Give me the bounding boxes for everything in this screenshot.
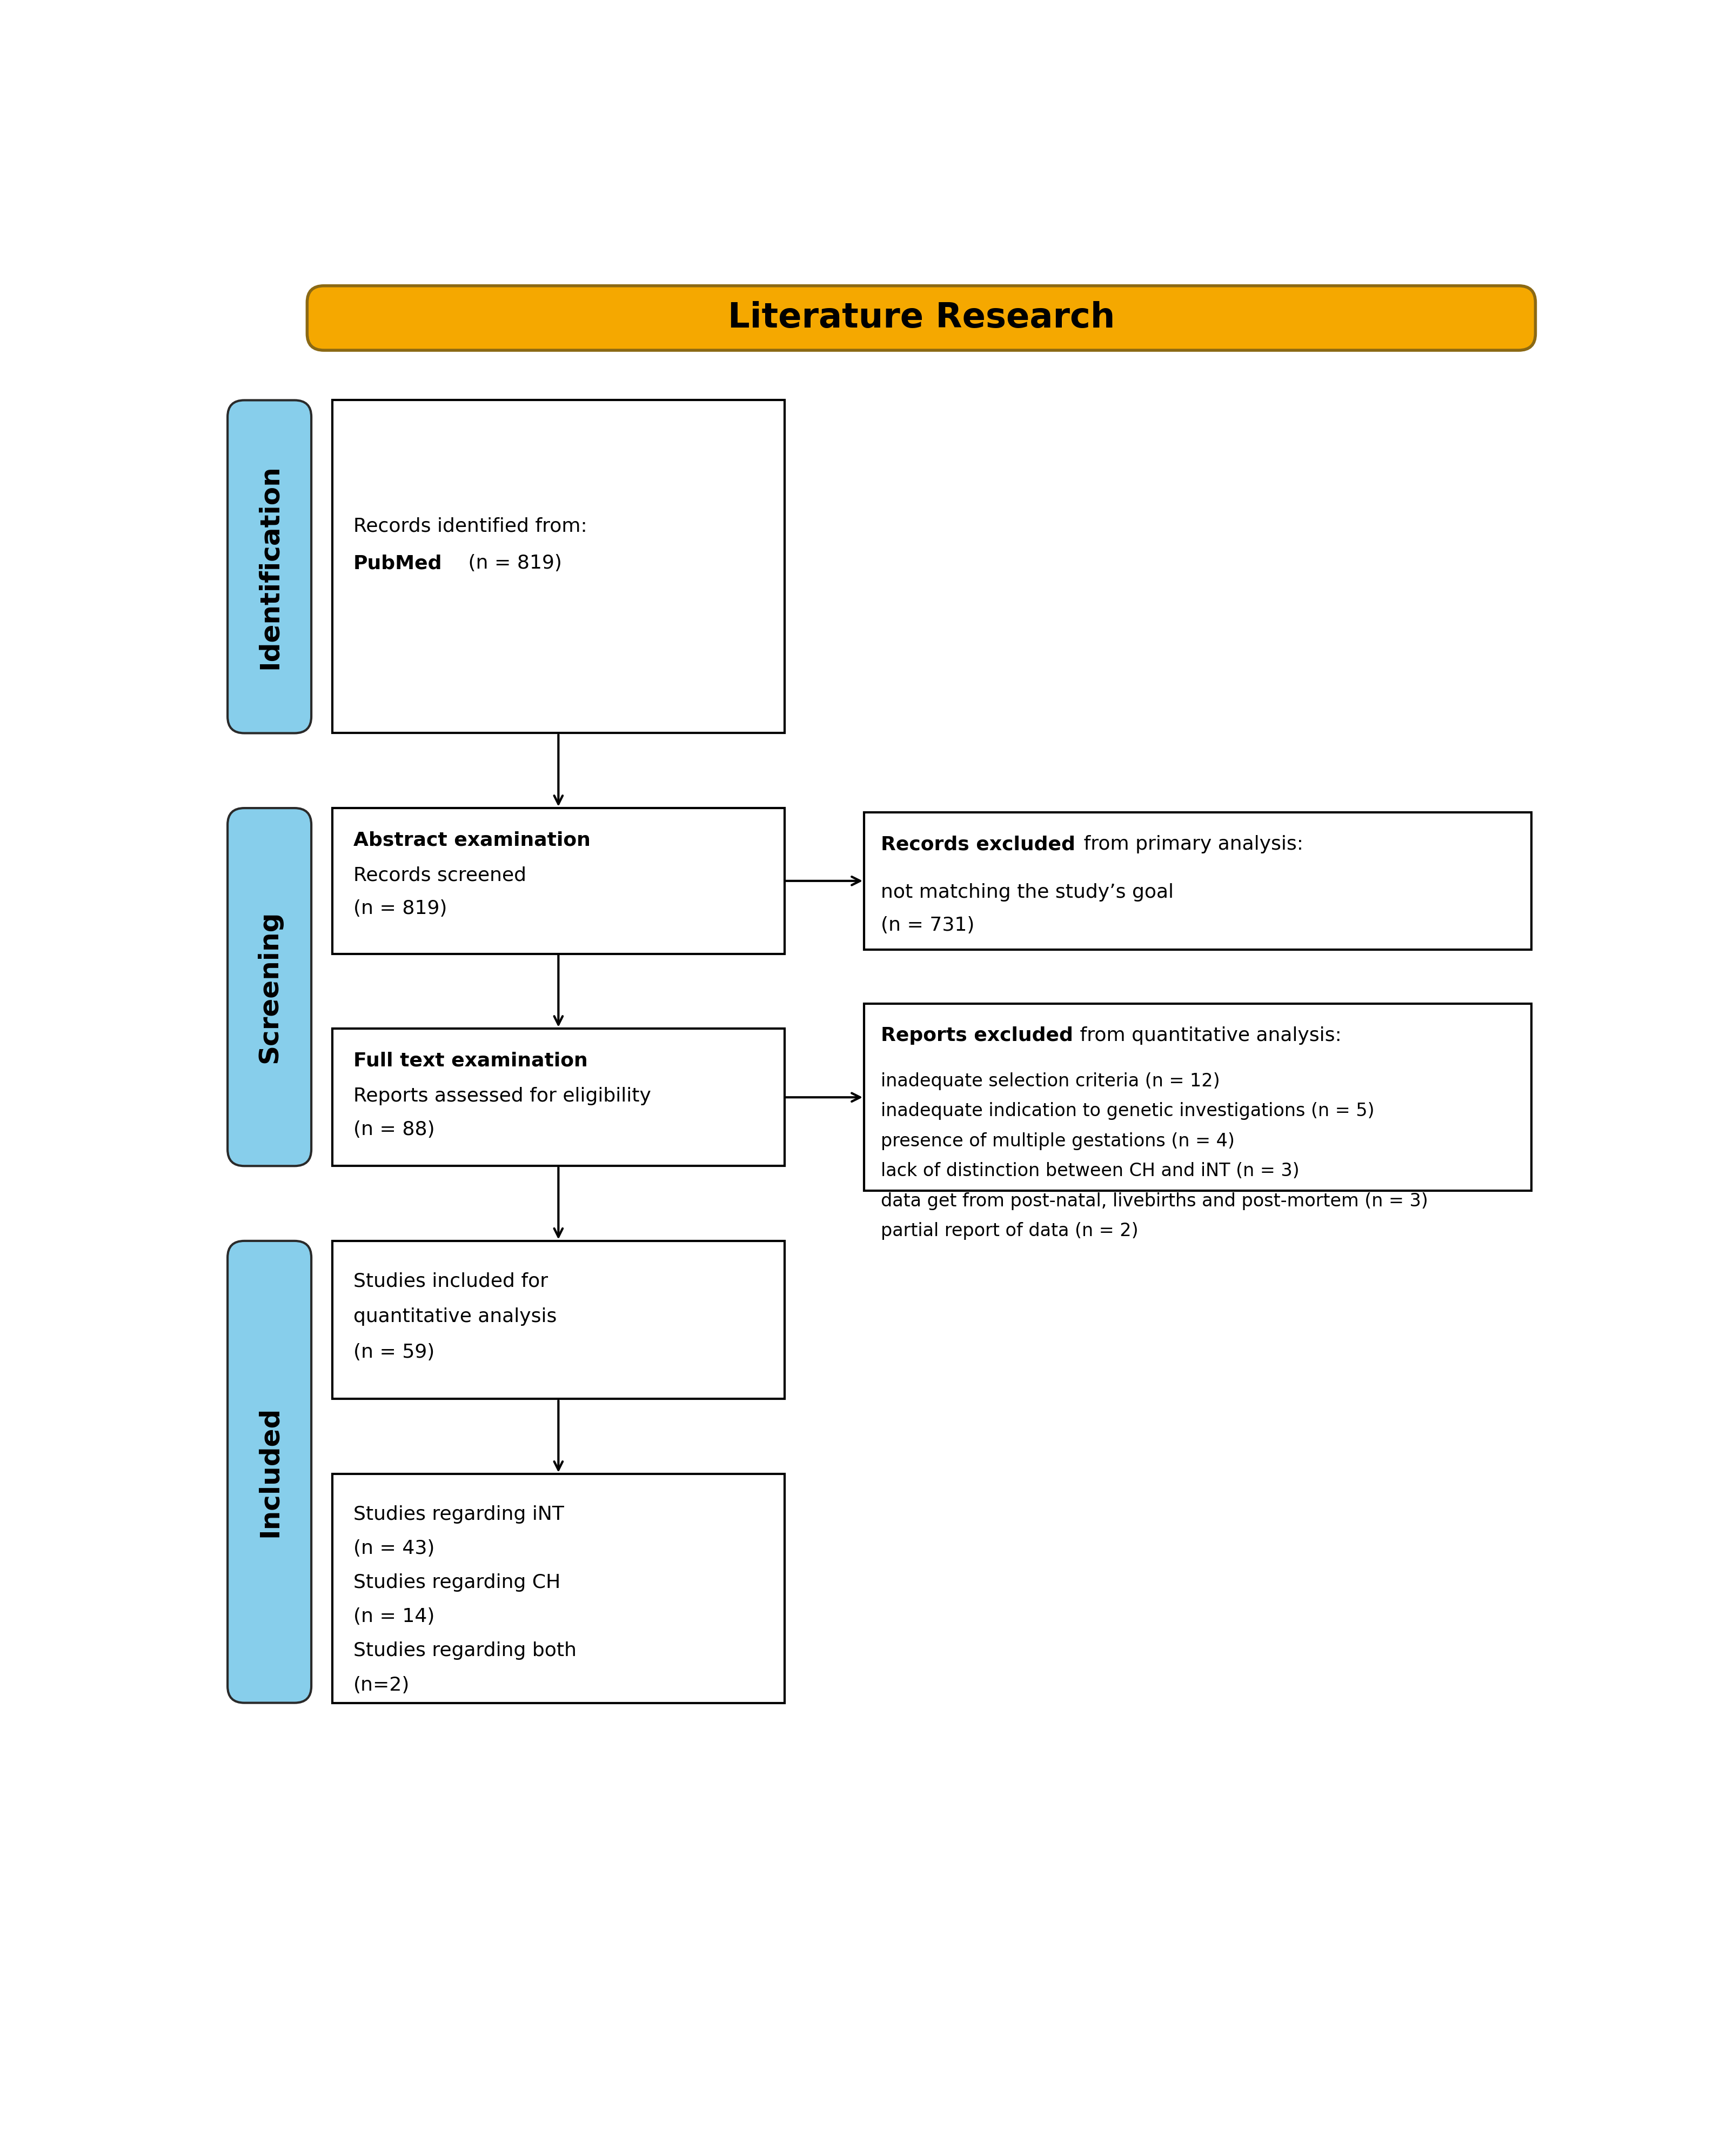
Text: Literature Research: Literature Research bbox=[728, 302, 1115, 334]
Text: lack of distinction between CH and iNT (n = 3): lack of distinction between CH and iNT (… bbox=[881, 1162, 1299, 1179]
Text: Identification: Identification bbox=[256, 464, 282, 668]
Text: not matching the study’s goal: not matching the study’s goal bbox=[881, 884, 1173, 901]
Bar bbox=[332, 1242, 784, 1399]
Text: partial report of data (n = 2): partial report of data (n = 2) bbox=[881, 1222, 1139, 1240]
Text: Records excluded: Records excluded bbox=[881, 834, 1075, 854]
FancyBboxPatch shape bbox=[308, 287, 1536, 349]
Text: Studies regarding both: Studies regarding both bbox=[353, 1641, 576, 1660]
Text: Records identified from:: Records identified from: bbox=[353, 517, 587, 535]
Bar bbox=[332, 1475, 784, 1703]
FancyBboxPatch shape bbox=[227, 401, 311, 733]
Text: Reports excluded: Reports excluded bbox=[881, 1026, 1073, 1046]
Text: (n = 819): (n = 819) bbox=[463, 554, 562, 573]
Text: Abstract examination: Abstract examination bbox=[353, 830, 590, 849]
Text: from quantitative analysis:: from quantitative analysis: bbox=[1073, 1026, 1342, 1046]
Bar bbox=[863, 813, 1531, 949]
Text: Included: Included bbox=[256, 1406, 282, 1537]
Text: from primary analysis:: from primary analysis: bbox=[1078, 834, 1304, 854]
Text: PubMed: PubMed bbox=[353, 554, 442, 573]
Text: Studies regarding CH: Studies regarding CH bbox=[353, 1574, 561, 1591]
Text: (n = 731): (n = 731) bbox=[881, 916, 975, 936]
Text: Records screened: Records screened bbox=[353, 867, 526, 884]
Text: inadequate selection criteria (n = 12): inadequate selection criteria (n = 12) bbox=[881, 1072, 1219, 1091]
Text: Studies included for: Studies included for bbox=[353, 1272, 547, 1291]
Text: Screening: Screening bbox=[256, 910, 282, 1063]
Text: presence of multiple gestations (n = 4): presence of multiple gestations (n = 4) bbox=[881, 1132, 1235, 1149]
Text: (n = 14): (n = 14) bbox=[353, 1608, 435, 1626]
Text: quantitative analysis: quantitative analysis bbox=[353, 1307, 557, 1326]
Text: (n=2): (n=2) bbox=[353, 1675, 409, 1695]
Text: inadequate indication to genetic investigations (n = 5): inadequate indication to genetic investi… bbox=[881, 1102, 1374, 1121]
Bar bbox=[332, 809, 784, 953]
Text: (n = 59): (n = 59) bbox=[353, 1343, 435, 1360]
Text: (n = 43): (n = 43) bbox=[353, 1539, 435, 1557]
Text: data get from post-natal, livebirths and post-mortem (n = 3): data get from post-natal, livebirths and… bbox=[881, 1192, 1428, 1210]
Text: (n = 88): (n = 88) bbox=[353, 1121, 435, 1138]
FancyBboxPatch shape bbox=[227, 809, 311, 1166]
Bar bbox=[332, 1028, 784, 1166]
Text: (n = 819): (n = 819) bbox=[353, 899, 447, 918]
Bar bbox=[863, 1005, 1531, 1190]
Bar bbox=[332, 401, 784, 733]
Text: Full text examination: Full text examination bbox=[353, 1052, 588, 1069]
Text: Studies regarding iNT: Studies regarding iNT bbox=[353, 1505, 564, 1524]
Text: Reports assessed for eligibility: Reports assessed for eligibility bbox=[353, 1087, 650, 1106]
FancyBboxPatch shape bbox=[227, 1242, 311, 1703]
